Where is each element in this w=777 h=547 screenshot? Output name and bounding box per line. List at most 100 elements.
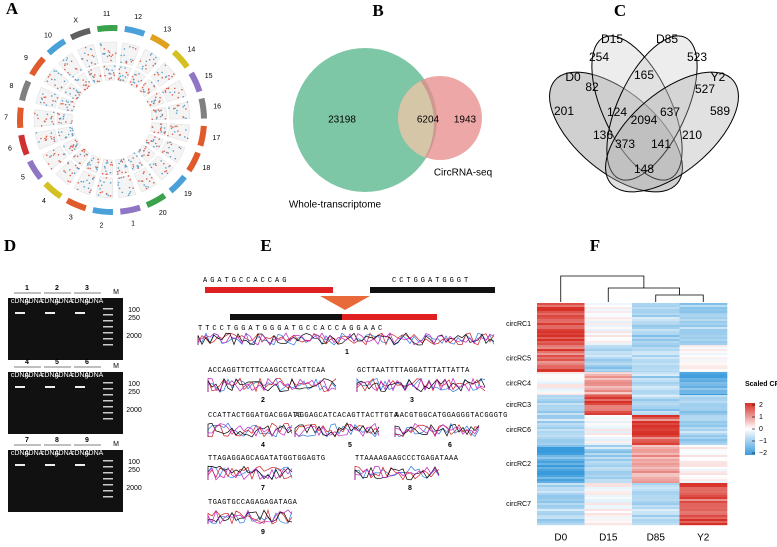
heat-cell xyxy=(584,487,633,490)
dot xyxy=(74,164,77,167)
heat-cell xyxy=(584,351,633,354)
heat-cell xyxy=(632,355,680,358)
dot xyxy=(145,68,147,70)
heat-cell xyxy=(679,363,728,366)
dot xyxy=(83,186,86,188)
dot xyxy=(137,80,140,83)
dot xyxy=(141,86,144,89)
dot xyxy=(71,129,74,132)
chromosome-arc xyxy=(168,174,187,194)
dot xyxy=(153,73,156,76)
heat-cell xyxy=(537,374,585,377)
dot xyxy=(60,73,62,76)
label: 15 xyxy=(205,73,213,80)
dot xyxy=(118,169,121,172)
heat-cell xyxy=(632,455,680,458)
heat-cell xyxy=(584,473,633,476)
dot xyxy=(128,159,130,161)
dot xyxy=(160,123,163,126)
heat-cell xyxy=(584,427,633,430)
heat-cell xyxy=(632,321,680,324)
label: 8 xyxy=(10,83,14,90)
heat-cell xyxy=(584,303,633,306)
dot xyxy=(168,107,170,109)
dot xyxy=(121,74,124,77)
heat-cell xyxy=(679,485,728,488)
dot xyxy=(75,140,78,143)
heat-cell xyxy=(537,357,585,360)
dot xyxy=(131,75,134,78)
label: gDNA xyxy=(55,298,74,305)
heat-cell xyxy=(679,313,728,316)
dot xyxy=(79,153,82,156)
chromosome-arc xyxy=(197,125,207,147)
heat-cell xyxy=(679,497,728,500)
label: 1943 xyxy=(454,115,477,126)
dot xyxy=(161,71,163,74)
dot xyxy=(150,166,153,169)
heat-cell xyxy=(679,365,728,368)
label: 7 xyxy=(4,114,8,121)
trace xyxy=(207,465,293,481)
heat-cell xyxy=(584,461,633,464)
ladder xyxy=(103,314,113,316)
heat-cell xyxy=(537,495,585,498)
heat-cell xyxy=(584,519,633,522)
heat-cell xyxy=(679,435,728,438)
label: 5 xyxy=(21,174,25,181)
dot xyxy=(155,145,158,148)
dot xyxy=(151,126,154,128)
heat-cell xyxy=(584,380,633,383)
sequence: GCTTAATTTTAGGATTTATTATTA xyxy=(357,367,470,375)
dot xyxy=(168,165,170,168)
label: 100 xyxy=(128,307,140,314)
dot xyxy=(157,109,160,111)
heat-cell xyxy=(679,305,728,308)
dot xyxy=(146,101,149,103)
heat-cell xyxy=(537,443,585,446)
dot xyxy=(71,120,73,122)
heat-cell xyxy=(679,423,728,426)
ladder xyxy=(103,320,113,322)
dot xyxy=(52,149,55,152)
track xyxy=(35,86,60,108)
dot xyxy=(106,159,108,162)
dot xyxy=(82,84,85,87)
dot xyxy=(67,180,69,183)
heat-cell xyxy=(537,403,585,406)
heat-cell xyxy=(679,475,728,478)
heat-cell xyxy=(584,369,633,372)
track xyxy=(150,106,168,120)
dot xyxy=(103,65,106,68)
label: 100 xyxy=(128,381,140,388)
heat-cell xyxy=(537,515,585,518)
heat-cell xyxy=(679,467,728,470)
label: 6204 xyxy=(417,115,440,126)
heat-cell xyxy=(537,509,585,512)
heat-cell xyxy=(537,497,585,500)
heat-cell xyxy=(679,333,728,336)
dot xyxy=(141,180,144,182)
heat-cell xyxy=(679,325,728,328)
dot xyxy=(46,80,49,83)
dot xyxy=(147,154,150,157)
dot xyxy=(164,131,167,133)
heat-cell xyxy=(679,384,728,387)
tick-label: 0 xyxy=(759,426,763,433)
heat-cell xyxy=(632,369,680,372)
heat-cell xyxy=(537,475,585,478)
heat-cell xyxy=(537,384,585,387)
heat-cell xyxy=(679,507,728,510)
label: 637 xyxy=(660,105,680,119)
heat-cell xyxy=(632,329,680,332)
dot xyxy=(53,111,55,114)
dot xyxy=(170,125,172,127)
heat-cell xyxy=(679,319,728,322)
dot xyxy=(132,59,134,62)
heat-cell xyxy=(632,511,680,514)
chromosome-arc xyxy=(171,49,190,69)
heat-cell xyxy=(537,325,585,328)
dot xyxy=(152,140,154,142)
dot xyxy=(81,149,84,152)
dot xyxy=(156,116,158,119)
